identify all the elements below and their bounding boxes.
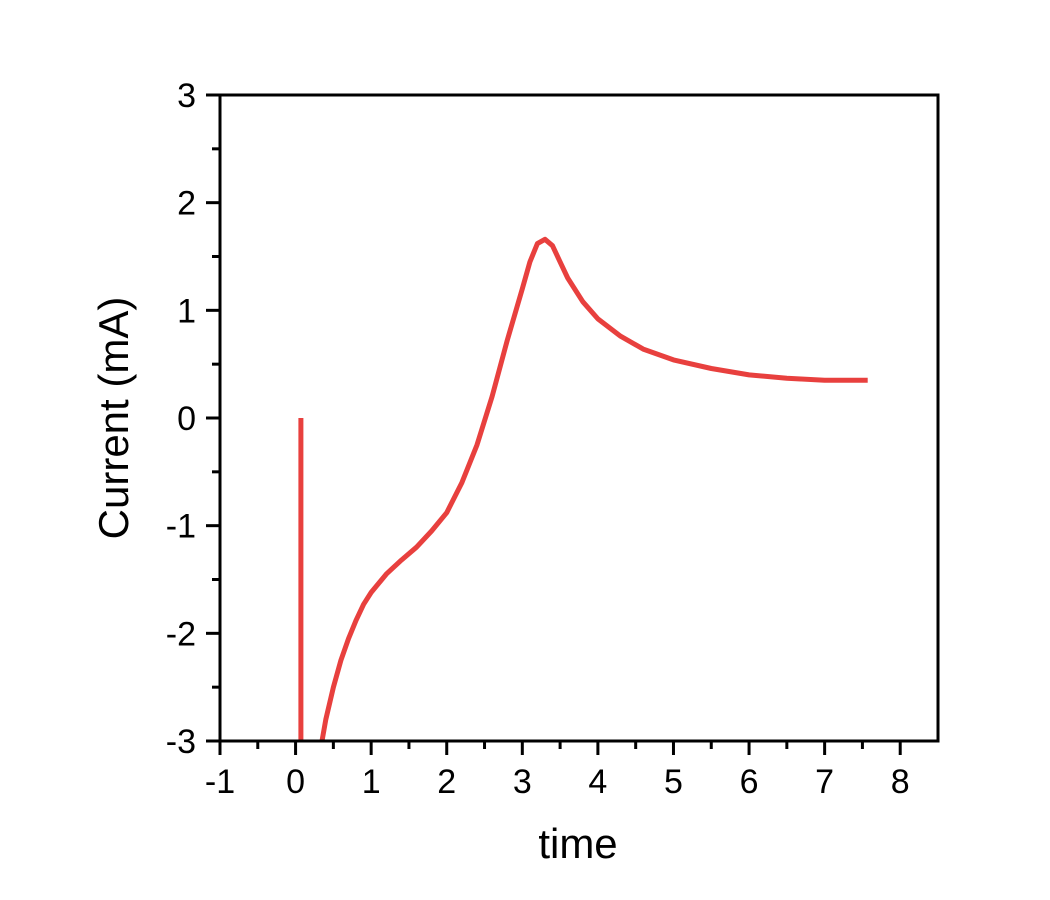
x-tick-label: -1 [205, 763, 235, 801]
y-axis-title: Current (mA) [90, 297, 137, 540]
y-tick-label: 1 [177, 292, 196, 330]
y-tick-label: -1 [166, 508, 196, 546]
x-tick-label: 1 [362, 763, 381, 801]
x-tick-label: 8 [891, 763, 910, 801]
x-tick-label: 5 [664, 763, 683, 801]
x-tick-label: 6 [740, 763, 759, 801]
x-axis: -1 0 1 2 3 4 5 6 7 8 [205, 741, 910, 801]
series-line-segment [319, 236, 868, 741]
y-axis: -3 -2 -1 0 1 2 3 [166, 77, 220, 761]
x-tick-label: 4 [588, 763, 607, 801]
y-tick-label: -3 [166, 723, 196, 761]
x-tick-label: 2 [437, 763, 456, 801]
y-tick-label: 2 [177, 185, 196, 223]
y-tick-label: 3 [177, 77, 196, 115]
x-axis-title: time [538, 820, 617, 867]
plot-frame [218, 93, 940, 743]
y-tick-label: 0 [177, 400, 196, 438]
x-tick-label: 7 [815, 763, 834, 801]
x-tick-label: 3 [513, 763, 532, 801]
plot-area [218, 93, 940, 743]
x-tick-label: 0 [286, 763, 305, 801]
y-tick-label: -2 [166, 615, 196, 653]
